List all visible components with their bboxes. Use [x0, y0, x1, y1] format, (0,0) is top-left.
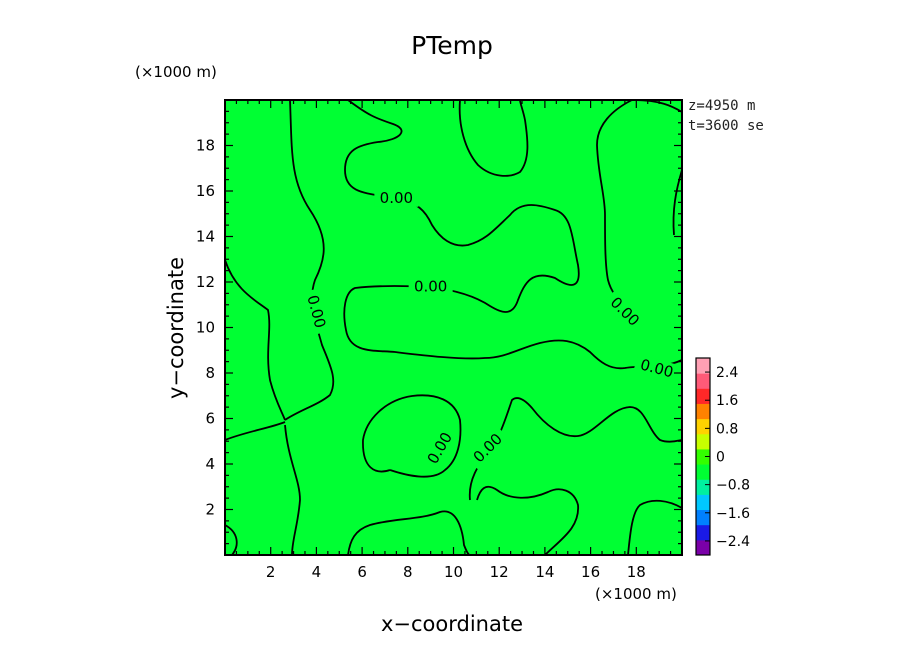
x-tick-label: 6: [357, 563, 367, 581]
contour-lines: [224, 99, 683, 556]
x-tick-label: 12: [490, 563, 509, 581]
y-tick-label: 10: [196, 319, 215, 337]
colorbar-segment: [696, 433, 710, 450]
axes: 2 4 6 8 10 12 14 16 18 2 4 6 8 10 12 14 16 18: [196, 99, 683, 581]
colorbar-tick-label: 2.4: [716, 365, 738, 381]
colorbar-tick-label: 0: [716, 450, 725, 466]
x-tick-label: 4: [312, 563, 322, 581]
contour-label-gap: [633, 354, 681, 383]
z-annotation: z=4950 m: [688, 98, 755, 114]
colorbar-segment: [696, 388, 710, 404]
contour-line: [458, 99, 529, 177]
t-annotation: t=3600 se: [688, 118, 764, 134]
colorbar-segment: [696, 479, 710, 495]
contour-line: [362, 394, 462, 478]
x-tick-label: 14: [535, 563, 554, 581]
contour-label-gap: [374, 188, 419, 207]
y-tick-label: 18: [196, 137, 215, 155]
colorbar-segment: [696, 403, 710, 420]
colorbar-segment: [696, 539, 710, 556]
contour-line: [224, 524, 238, 556]
x-tick-label: 10: [444, 563, 463, 581]
x-axis-unit: (×1000 m): [595, 585, 677, 603]
contour-line: [284, 424, 301, 556]
contour-line: [224, 421, 286, 441]
y-axis-title: y−coordinate: [164, 257, 188, 399]
plot-area: [225, 100, 682, 555]
x-axis-title: x−coordinate: [381, 612, 523, 636]
colorbar-segment: [696, 524, 710, 541]
y-tick-label: 4: [205, 455, 215, 473]
contour-line: [343, 99, 683, 370]
contour-label: 0.00: [374, 188, 419, 207]
y-tick-label: 12: [196, 273, 215, 291]
colorbar-segment: [696, 494, 710, 511]
x-tick-label: 16: [581, 563, 600, 581]
y-axis-unit: (×1000 m): [135, 63, 217, 81]
colorbar-tick-label: −2.4: [716, 534, 750, 550]
y-tick-label: 2: [205, 501, 215, 519]
colorbar-segment: [696, 358, 710, 374]
x-tick-label: 18: [627, 563, 646, 581]
colorbar: 2.4 1.6 0.8 0 −0.8 −1.6 −2.4: [695, 357, 750, 556]
contour-label-gap: [602, 289, 647, 334]
colorbar-tick-label: −0.8: [716, 478, 750, 494]
field-fill: [225, 100, 682, 555]
colorbar-segment: [696, 464, 710, 480]
contour-line: [476, 485, 579, 556]
colorbar-segment: [696, 373, 710, 389]
contour-label-gap: [420, 424, 459, 472]
y-tick-label: 14: [196, 228, 215, 246]
contour-label-gap: [302, 287, 331, 336]
colorbar-segment: [696, 448, 710, 465]
contour-line: [627, 499, 683, 556]
x-tick-label: 2: [266, 563, 276, 581]
contour-label-text: 0.00: [380, 189, 413, 207]
contour-label-gap: [408, 277, 453, 296]
y-tick-label: 8: [205, 364, 215, 382]
contour-line: [672, 169, 683, 236]
colorbar-segment: [696, 418, 710, 435]
contour-label: 0.00: [408, 277, 453, 296]
y-tick-label: 16: [196, 182, 215, 200]
colorbar-tick-label: 0.8: [716, 421, 738, 437]
contour-line: [224, 259, 286, 421]
colorbar-segment: [696, 509, 710, 526]
colorbar-tick-label: 1.6: [716, 393, 738, 409]
y-tick-label: 6: [205, 410, 215, 428]
x-tick-label: 8: [403, 563, 413, 581]
contour-label-text: 0.00: [414, 278, 447, 296]
contour-label-gap: [465, 426, 510, 470]
contour-line: [347, 510, 471, 556]
chart-title: PTemp: [411, 31, 493, 60]
colorbar-tick-label: −1.6: [716, 506, 750, 522]
